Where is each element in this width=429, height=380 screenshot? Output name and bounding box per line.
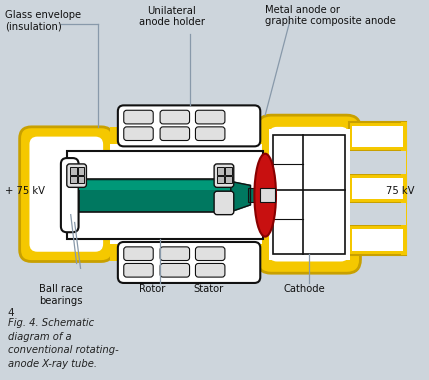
FancyBboxPatch shape (124, 263, 153, 277)
Text: Cathode: Cathode (284, 284, 325, 294)
Text: 75 kV: 75 kV (386, 186, 414, 196)
Bar (273, 135, 345, 254)
FancyBboxPatch shape (124, 127, 153, 141)
Text: Stator: Stator (193, 284, 224, 294)
Text: Ball race
bearings: Ball race bearings (39, 284, 83, 306)
Text: 4: 4 (8, 308, 15, 318)
Bar (79, 179, 231, 212)
Text: Glass envelope
(insulation): Glass envelope (insulation) (5, 10, 81, 32)
Bar (349, 151, 406, 174)
Bar (225, 167, 232, 175)
FancyBboxPatch shape (196, 127, 225, 141)
FancyBboxPatch shape (196, 110, 225, 124)
FancyBboxPatch shape (67, 164, 86, 187)
Text: + 75 kV: + 75 kV (5, 186, 45, 196)
FancyBboxPatch shape (124, 110, 153, 124)
Bar (260, 188, 275, 202)
Bar (78, 167, 85, 175)
FancyBboxPatch shape (196, 263, 225, 277)
Bar (349, 174, 406, 203)
FancyBboxPatch shape (196, 247, 225, 261)
FancyBboxPatch shape (160, 247, 190, 261)
Bar (349, 122, 406, 151)
FancyBboxPatch shape (61, 158, 79, 232)
Bar (79, 180, 231, 190)
FancyBboxPatch shape (118, 242, 260, 283)
Bar (70, 176, 77, 184)
FancyBboxPatch shape (214, 191, 234, 215)
Bar (78, 176, 85, 184)
FancyBboxPatch shape (257, 115, 360, 273)
Bar (269, 129, 350, 260)
FancyBboxPatch shape (124, 247, 153, 261)
Bar (352, 126, 403, 147)
FancyBboxPatch shape (214, 164, 234, 187)
Bar (67, 151, 263, 239)
FancyBboxPatch shape (160, 127, 190, 141)
Polygon shape (231, 182, 251, 212)
Text: Metal anode or
graphite composite anode: Metal anode or graphite composite anode (265, 5, 396, 27)
FancyBboxPatch shape (160, 110, 190, 124)
Bar (225, 176, 232, 184)
Bar (110, 144, 262, 244)
Bar (352, 229, 403, 251)
Bar (110, 244, 262, 261)
FancyBboxPatch shape (160, 263, 190, 277)
Bar (217, 167, 224, 175)
Bar (401, 122, 407, 255)
Bar (352, 177, 403, 199)
Ellipse shape (254, 154, 276, 237)
Text: Fig. 4. Schematic
diagram of a
conventional rotating-
anode X-ray tube.: Fig. 4. Schematic diagram of a conventio… (8, 318, 118, 369)
Bar (110, 127, 262, 144)
Bar (70, 167, 77, 175)
Text: Unilateral
anode holder: Unilateral anode holder (139, 6, 205, 27)
Bar (217, 176, 224, 184)
FancyBboxPatch shape (30, 136, 103, 252)
Bar (349, 225, 406, 255)
FancyBboxPatch shape (118, 105, 260, 146)
Text: Rotor: Rotor (139, 284, 166, 294)
Bar (248, 188, 267, 202)
FancyBboxPatch shape (20, 127, 113, 261)
FancyBboxPatch shape (269, 127, 349, 261)
Bar (349, 203, 406, 225)
